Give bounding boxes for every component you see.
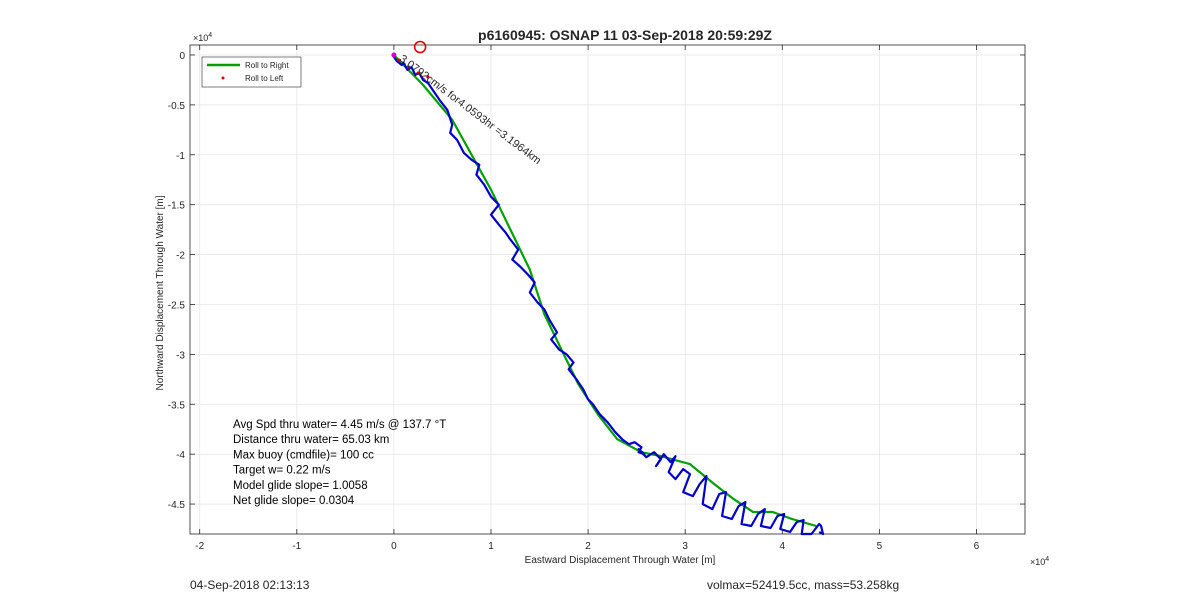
x-axis-label: Eastward Displacement Through Water [m]	[525, 555, 716, 566]
series-roll-to-right	[393, 54, 817, 528]
stats-block: Avg Spd thru water= 4.45 m/s @ 137.7 °T D…	[233, 419, 446, 507]
y-exponent-power: 4	[208, 32, 212, 39]
y-tick-label: -1.5	[168, 201, 186, 212]
y-tick-label: -4	[176, 450, 185, 461]
x-tick-label: -1	[292, 541, 301, 552]
series-lines	[393, 54, 825, 536]
legend-swatch-roll-left	[221, 76, 225, 80]
x-tick-label: 5	[877, 541, 883, 552]
stats-line: Max buoy (cmdfile)= 100 cc	[233, 449, 374, 461]
x-tick-label: 1	[488, 541, 494, 552]
chart-title: p6160945: OSNAP 11 03-Sep-2018 20:59:29Z	[478, 27, 772, 43]
roll-to-left-point	[397, 58, 401, 62]
y-tick-label: -1	[176, 151, 185, 162]
x-exponent-power: 4	[1045, 556, 1049, 563]
start-position-marker	[391, 52, 397, 58]
roll-to-left-point	[416, 71, 420, 75]
x-exponent-label: ×104	[1030, 556, 1049, 567]
grid	[190, 45, 1025, 534]
y-exponent-label: ×104	[193, 32, 212, 43]
stats-line: Model glide slope= 1.0058	[233, 480, 368, 492]
stats-line: Distance thru water= 65.03 km	[233, 434, 389, 446]
y-exponent-base: ×10	[193, 33, 208, 43]
stats-line: Net glide slope= 0.0304	[233, 495, 355, 507]
roll-to-left-point	[426, 75, 430, 79]
plot-area	[189, 44, 1026, 535]
stats-line: Target w= 0.22 m/s	[233, 465, 331, 477]
series-track	[393, 56, 825, 536]
y-tick-label: -3	[176, 350, 185, 361]
markers	[391, 40, 427, 58]
x-tick-label: 2	[585, 541, 591, 552]
y-tick-label: -0.5	[168, 101, 186, 112]
legend-label-roll-right: Roll to Right	[245, 61, 289, 70]
x-tick-label: 3	[682, 541, 688, 552]
x-tick-label: 6	[974, 541, 980, 552]
roll-to-left-point	[406, 65, 411, 69]
x-tick-label: -2	[195, 541, 204, 552]
y-tick-label: -2	[176, 251, 185, 262]
x-axis-ticks: -2 -1 0 1 2 3 4 5 6	[195, 45, 980, 552]
x-exponent-base: ×10	[1030, 557, 1045, 567]
y-tick-label: -2.5	[168, 300, 186, 311]
legend-box	[201, 56, 302, 88]
current-position-marker	[413, 40, 427, 54]
y-axis-ticks: 0 -0.5 -1 -1.5 -2 -2.5 -3 -3.5 -4 -4.5	[168, 51, 1025, 511]
y-axis-label: Northward Displacement Through Water [m]	[155, 195, 166, 390]
stats-line: Avg Spd thru water= 4.45 m/s @ 137.7 °T	[233, 419, 446, 431]
x-tick-label: 4	[779, 541, 785, 552]
footer-timestamp: 04-Sep-2018 02:13:13	[190, 578, 310, 592]
legend: Roll to Right Roll to Left	[201, 56, 302, 88]
footer-volmax-mass: volmax=52419.5cc, mass=53.258kg	[707, 578, 900, 592]
legend-label-roll-left: Roll to Left	[245, 74, 284, 83]
y-tick-label: -4.5	[168, 500, 186, 511]
y-tick-label: 0	[179, 51, 185, 62]
y-tick-label: -3.5	[168, 400, 186, 411]
x-tick-label: 0	[391, 541, 397, 552]
